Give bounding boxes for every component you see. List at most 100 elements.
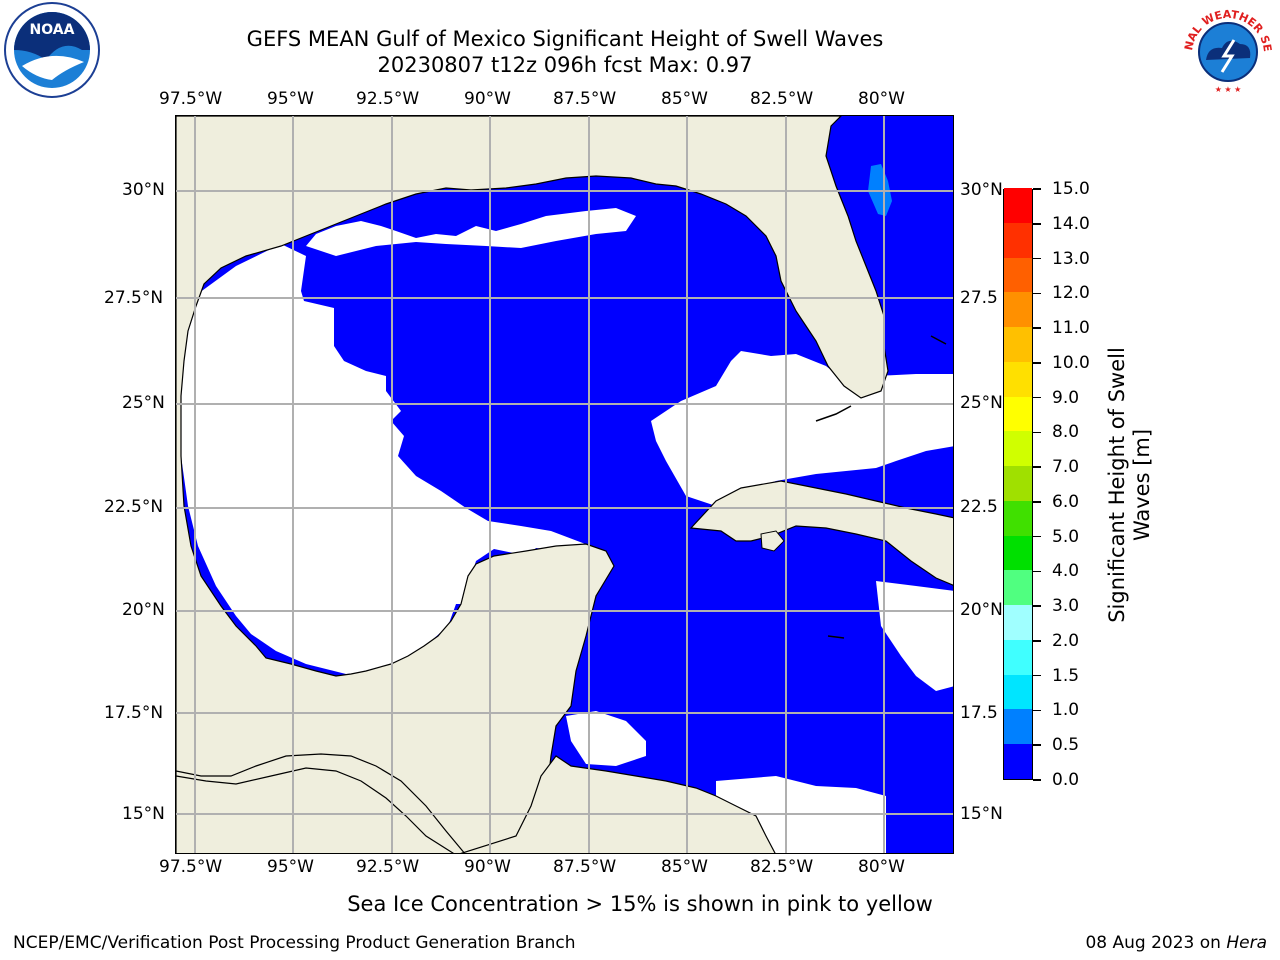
lat-label-left-20: 20°N [122, 600, 165, 620]
colorbar-tick-label: 5.0 [1052, 526, 1080, 547]
land-bahamas [930, 335, 947, 345]
no-swell-region-gulf-honduras [566, 711, 646, 766]
colorbar-segment [1004, 361, 1032, 397]
colorbar-tick [1033, 640, 1041, 642]
lat-label-left-17.5: 17.5°N [104, 703, 164, 723]
colorbar-tick-label: 1.0 [1052, 700, 1080, 721]
lon-label-bottom-97.5: 97.5°W [159, 857, 223, 877]
colorbar-tick-label: 3.0 [1052, 596, 1080, 617]
colorbar-tick [1033, 535, 1041, 538]
colorbar-tick [1033, 744, 1041, 746]
lon-label-bottom-80: 80°W [858, 857, 905, 877]
map-plot-area [175, 115, 954, 854]
colorbar-tick-label: 12.0 [1052, 283, 1090, 304]
colorbar-tick [1033, 501, 1041, 503]
colorbar-tick-label: 14.0 [1052, 213, 1090, 234]
colorbar-tick-label: 15.0 [1052, 179, 1090, 199]
colorbar-segment [1004, 222, 1032, 258]
colorbar-tick-label: 0.0 [1052, 770, 1080, 790]
colorbar-tick [1033, 431, 1041, 434]
plot-title: GEFS MEAN Gulf of Mexico Significant Hei… [246, 27, 884, 51]
sea-ice-note: Sea Ice Concentration > 15% is shown in … [347, 892, 933, 916]
lon-label-bottom-82.5: 82.5°W [750, 857, 814, 877]
no-swell-region-west-gulf [181, 244, 598, 674]
colorbar-tick-label: 13.0 [1052, 248, 1090, 269]
colorbar-tick [1033, 257, 1041, 260]
lon-label-top-92.5: 92.5°W [356, 89, 420, 109]
colorbar-tick [1033, 709, 1041, 712]
colorbar-tick [1033, 223, 1041, 225]
lon-label-bottom-87.5: 87.5°W [553, 857, 617, 877]
lat-label-right-17.5: 17.5 [960, 703, 998, 723]
lat-label-right-25: 25°N [960, 393, 1003, 413]
colorbar-tick [1033, 292, 1041, 295]
noaa-logo-text: NOAA [30, 22, 75, 38]
colorbar-tick [1033, 396, 1041, 399]
lat-label-left-22.5: 22.5°N [104, 497, 164, 517]
lat-label-right-15: 15°N [960, 804, 1003, 824]
footer-branch: NCEP/EMC/Verification Post Processing Pr… [13, 933, 576, 953]
lon-label-top-90: 90°W [464, 89, 511, 109]
colorbar-tick [1033, 362, 1041, 364]
nws-logo-icon: NATIONAL WEATHER SERVICE ★ ★ ★ [1178, 0, 1275, 97]
colorbar-tick [1033, 570, 1041, 573]
no-swell-region-central-gulf [651, 351, 953, 506]
no-swell-region-east [876, 581, 953, 691]
colorbar-segment [1004, 465, 1032, 501]
colorbar-segment [1004, 500, 1032, 536]
lat-label-right-20: 20°N [960, 600, 1003, 620]
colorbar-tick [1033, 605, 1041, 607]
colorbar-segment [1004, 709, 1032, 745]
lon-label-bottom-85: 85°W [661, 857, 708, 877]
colorbar-segment [1004, 639, 1032, 675]
lat-label-right-30: 30°N [960, 180, 1003, 200]
colorbar [1003, 187, 1033, 780]
no-swell-region-northeast-gulf [306, 208, 636, 256]
colorbar-tick-label: 6.0 [1052, 491, 1080, 512]
lon-label-top-87.5: 87.5°W [553, 89, 617, 109]
lon-label-bottom-90: 90°W [464, 857, 511, 877]
lon-label-top-80: 80°W [858, 89, 905, 109]
lat-label-left-27.5: 27.5°N [104, 288, 164, 308]
colorbar-tick [1033, 188, 1041, 190]
colorbar-tick-label: 1.5 [1052, 665, 1080, 686]
colorbar-tick-label: 11.0 [1052, 318, 1090, 339]
colorbar-tick-label: 10.0 [1052, 352, 1090, 373]
footer-date: 08 Aug 2023 on Hera [1085, 933, 1267, 953]
land-isle-of-youth [760, 530, 785, 552]
lat-label-right-27.5: 27.5 [960, 288, 998, 308]
colorbar-segment [1004, 396, 1032, 432]
lon-label-top-97.5: 97.5°W [159, 89, 223, 109]
plot-subtitle: 20230807 t12z 096h fcst Max: 0.97 [377, 53, 753, 77]
lon-label-bottom-92.5: 92.5°W [356, 857, 420, 877]
lat-label-left-30: 30°N [122, 180, 165, 200]
lat-label-left-25: 25°N [122, 393, 165, 413]
noaa-logo-icon: NOAA [4, 2, 100, 98]
colorbar-segment [1004, 674, 1032, 710]
lon-label-top-85: 85°W [661, 89, 708, 109]
colorbar-tick-label: 0.5 [1052, 735, 1080, 756]
colorbar-tick [1033, 779, 1041, 781]
land-jamaica [827, 635, 845, 639]
land-florida-keys [815, 405, 852, 422]
svg-text:★ ★ ★: ★ ★ ★ [1215, 85, 1242, 94]
land-central-america [176, 753, 776, 853]
colorbar-tick-label: 2.0 [1052, 630, 1080, 651]
gridlines [176, 116, 953, 853]
colorbar-segment [1004, 743, 1032, 779]
colorbar-segment [1004, 604, 1032, 640]
footer-host: Hera [1226, 933, 1267, 953]
colorbar-tick [1033, 674, 1041, 677]
colorbar-tick-label: 9.0 [1052, 387, 1080, 408]
colorbar-segment [1004, 326, 1032, 362]
colorbar-tick [1033, 466, 1041, 468]
lon-label-bottom-95: 95°W [267, 857, 314, 877]
colorbar-segment [1004, 535, 1032, 571]
colorbar-label: Significant Height of Swell Waves [m] [1105, 347, 1154, 623]
colorbar-tick [1033, 327, 1041, 329]
land-cuba [689, 480, 953, 586]
lon-label-top-95: 95°W [267, 89, 314, 109]
colorbar-segment [1004, 291, 1032, 328]
colorbar-segment [1004, 569, 1032, 606]
colorbar-segment [1004, 187, 1032, 223]
